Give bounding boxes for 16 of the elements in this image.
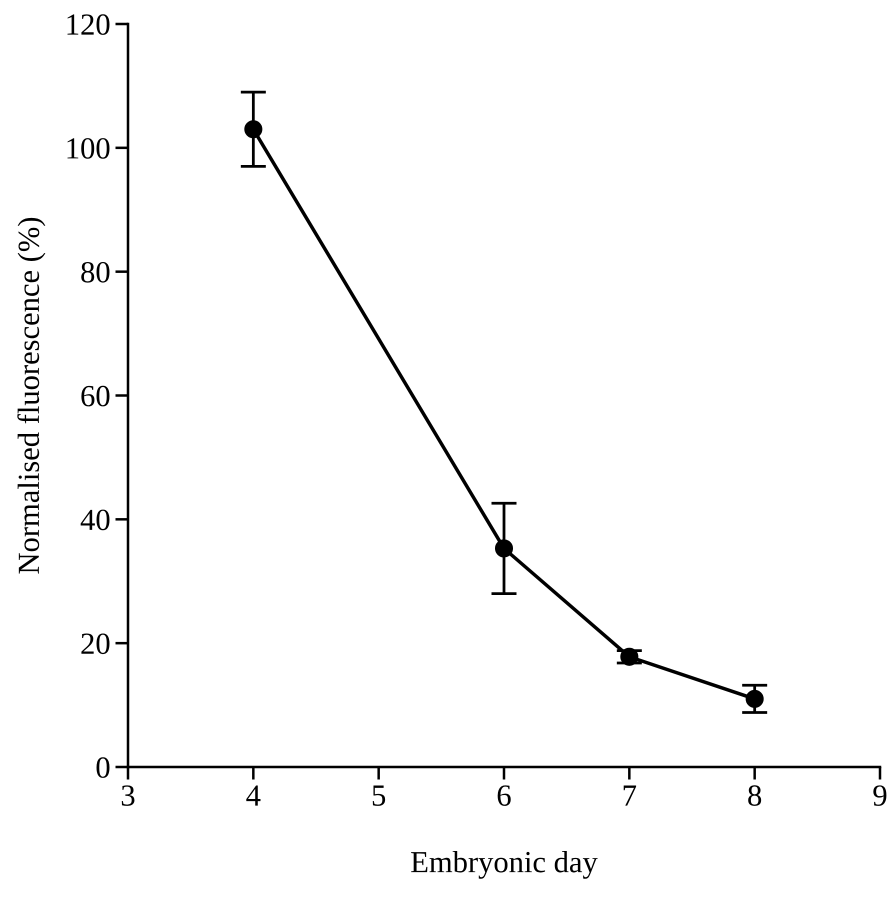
x-tick-label: 7 <box>624 786 636 806</box>
y-tick-label: 100 <box>67 138 110 159</box>
x-tick-label: 4 <box>246 785 260 806</box>
y-tick-label: 120 <box>67 14 110 35</box>
y-tick-label: 0 <box>96 757 110 778</box>
x-tick-label: 3 <box>122 785 134 806</box>
y-tick-label: 20 <box>81 633 110 654</box>
y-tick-label: 80 <box>81 262 110 283</box>
x-tick-label: 8 <box>748 785 762 806</box>
x-tick-label: 9 <box>873 785 886 806</box>
y-axis-title: Normalised fluorescence (%) <box>17 218 46 574</box>
x-axis-title: Embryonic day <box>411 850 598 879</box>
x-tick-label: 5 <box>372 786 386 806</box>
x-tick-label: 6 <box>498 785 511 806</box>
y-tick-label: 60 <box>81 386 110 406</box>
y-tick-label: 40 <box>80 510 110 530</box>
